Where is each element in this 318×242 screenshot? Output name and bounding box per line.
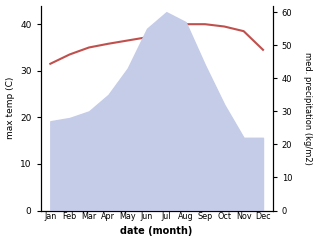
Y-axis label: med. precipitation (kg/m2): med. precipitation (kg/m2)	[303, 52, 313, 165]
X-axis label: date (month): date (month)	[121, 227, 193, 236]
Y-axis label: max temp (C): max temp (C)	[5, 77, 15, 139]
